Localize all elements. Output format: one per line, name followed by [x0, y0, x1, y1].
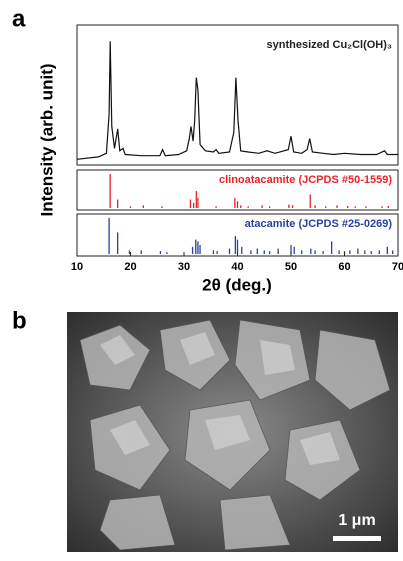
x-tick-label: 50 — [285, 261, 297, 273]
xrd-line — [76, 41, 398, 160]
panel-label: b — [12, 307, 27, 334]
annotation: synthesized Cu₂Cl(OH)₃ — [267, 39, 393, 51]
plot-frame — [76, 24, 399, 166]
x-axis-label: 2θ (deg.) — [202, 275, 272, 294]
x-tick-label: 20 — [124, 261, 136, 273]
annotation: clinoatacamite (JCPDS #50-1559) — [219, 174, 392, 186]
y-axis-label: Intensity (arb. unit) — [37, 64, 56, 217]
annotation: atacamite (JCPDS #25-0269) — [245, 218, 393, 230]
scale-bar-label: 1 μm — [338, 512, 375, 529]
x-tick-label: 40 — [231, 261, 243, 273]
plot-frame — [76, 169, 399, 211]
sem-image: 1 μm — [67, 312, 398, 552]
x-tick-label: 60 — [338, 261, 350, 273]
x-tick-label: 10 — [71, 261, 83, 273]
x-tick-label: 70 — [392, 261, 403, 273]
panel-label: a — [12, 5, 26, 32]
x-tick-label: 30 — [178, 261, 190, 273]
